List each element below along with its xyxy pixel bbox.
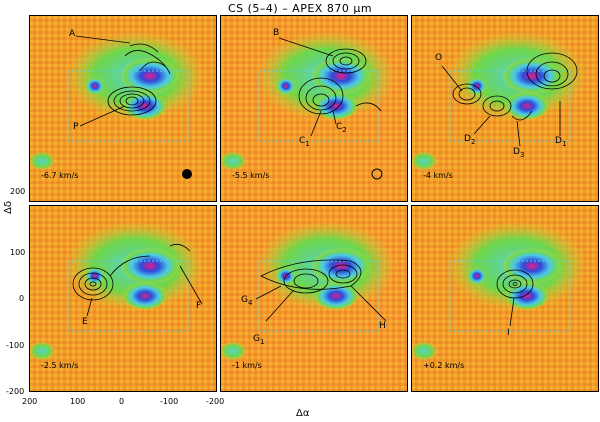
source-label-C2: C2 [336, 122, 347, 134]
source-label-B: B [273, 28, 280, 38]
x-tick: 100 [70, 397, 86, 406]
continuum-map-4 [30, 206, 216, 391]
x-axis-label: Δα [296, 408, 310, 419]
velocity-label: -2.5 km/s [41, 361, 79, 370]
x-tick: 200 [22, 397, 38, 406]
continuum-map-3 [412, 16, 598, 201]
source-label-H: H [379, 321, 386, 331]
y-tick: 100 [10, 248, 26, 257]
source-label-D3: D3 [513, 147, 525, 159]
y-tick: 0 [19, 294, 25, 303]
x-tick: 0 [119, 397, 125, 406]
source-label-D1: D1 [555, 136, 567, 148]
figure-title: CS (5–4) – APEX 870 μm [227, 2, 373, 15]
channel-map-grid: A P -6.7 km/s [29, 15, 599, 393]
channel-panel-2: B C1 C2 -5.5 km/s [220, 15, 408, 202]
continuum-map-2 [221, 16, 407, 201]
source-label-D2: D2 [464, 134, 476, 146]
channel-panel-3: O D1 D2 D3 -4 km/s [411, 15, 599, 202]
velocity-label: -4 km/s [423, 171, 453, 180]
channel-panel-4: E F -2.5 km/s [29, 205, 217, 392]
source-label-P: P [73, 122, 79, 132]
source-label-I: I [507, 328, 510, 338]
channel-panel-1: A P -6.7 km/s [29, 15, 217, 202]
x-tick: -100 [160, 397, 179, 406]
source-label-C1: C1 [299, 136, 310, 148]
source-label-O: O [435, 53, 443, 63]
x-tick: -200 [206, 397, 225, 406]
y-tick: -200 [6, 387, 25, 396]
velocity-label: -6.7 km/s [41, 171, 79, 180]
continuum-map-6 [412, 206, 598, 391]
velocity-label: +0.2 km/s [423, 361, 465, 370]
channel-panel-6: I +0.2 km/s [411, 205, 599, 392]
velocity-label: -5.5 km/s [232, 171, 270, 180]
channel-panel-5: G4 G1 H -1 km/s [220, 205, 408, 392]
velocity-label: -1 km/s [232, 361, 262, 370]
source-label-G4: G4 [241, 295, 253, 307]
y-axis-label: Δδ [2, 201, 14, 214]
y-tick: 200 [10, 187, 26, 196]
source-label-F: F [196, 301, 202, 311]
continuum-map-5 [221, 206, 407, 391]
continuum-map-1 [30, 16, 216, 201]
source-label-G1: G1 [253, 334, 265, 346]
source-label-E: E [82, 317, 88, 327]
y-tick: -100 [6, 341, 25, 350]
source-label-A: A [69, 29, 76, 39]
